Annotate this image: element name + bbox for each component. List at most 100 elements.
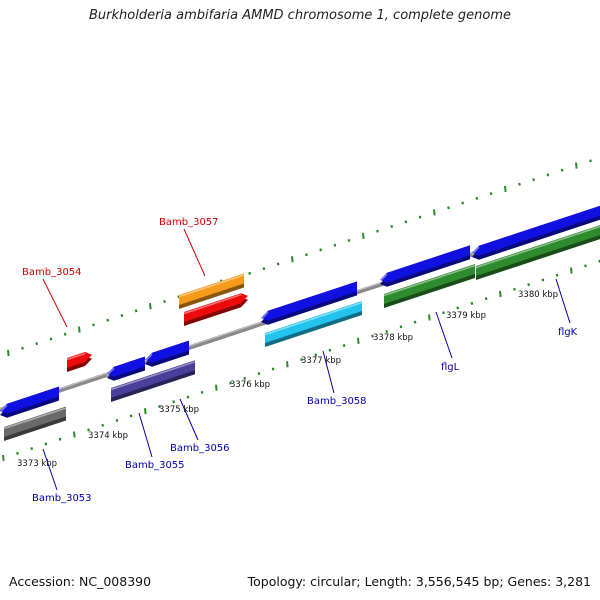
gene-feature-bamb-3055-lower[interactable]	[110, 360, 196, 402]
leader-flgk	[555, 278, 571, 324]
gene-label-bamb-3057[interactable]: Bamb_3057	[159, 217, 219, 228]
inner-tick	[314, 353, 318, 357]
leader-bamb-3053	[42, 448, 58, 491]
outer-tick	[404, 220, 408, 224]
outer-tick	[78, 326, 81, 333]
inner-tick	[342, 344, 346, 348]
outer-tick	[560, 168, 564, 172]
genome-stats-text: Topology: circular; Length: 3,556,545 bp…	[247, 574, 591, 589]
leader-bamb-3054	[42, 278, 68, 328]
inner-tick	[385, 329, 389, 333]
leader-bamb-3057	[183, 228, 206, 277]
inner-tick	[271, 367, 275, 371]
gene-face	[265, 300, 362, 343]
outer-tick	[305, 253, 308, 257]
outer-tick	[376, 229, 379, 233]
gene-face	[472, 205, 600, 256]
outer-tick	[589, 159, 592, 163]
outer-tick	[49, 337, 53, 341]
inner-tick	[257, 372, 261, 376]
gene-highlight	[106, 367, 115, 377]
gene-highlight	[110, 361, 196, 391]
gene-face	[0, 386, 59, 414]
outer-tick	[362, 232, 365, 239]
outer-tick	[504, 185, 507, 193]
outer-tick	[291, 256, 294, 263]
gene-feature-bamb-3055[interactable]	[106, 356, 145, 381]
scale-label: 3376 kbp	[230, 380, 270, 390]
inner-tick	[58, 437, 62, 441]
gene-highlight	[475, 225, 600, 269]
outer-tick	[149, 303, 152, 310]
inner-tick	[456, 306, 460, 310]
inner-tick	[484, 297, 488, 301]
gene-label-bamb-3056[interactable]: Bamb_3056	[170, 443, 230, 454]
outer-tick	[418, 215, 422, 219]
outer-tick	[518, 182, 521, 186]
gene-feature-flgk[interactable]	[471, 204, 600, 260]
accession-text: Accession: NC_008390	[9, 574, 152, 589]
gene-feature-flgl-lower[interactable]	[383, 263, 476, 308]
gene-label-bamb-3054[interactable]: Bamb_3054	[22, 267, 82, 278]
scale-label: 3378 kbp	[373, 333, 413, 343]
outer-tick	[163, 299, 166, 303]
gene-highlight	[264, 301, 363, 336]
inner-tick	[73, 431, 76, 438]
gene-feature-bamb-3058[interactable]	[260, 281, 357, 325]
gene-highlight	[3, 407, 67, 430]
inner-tick	[555, 273, 559, 277]
gene-highlight	[66, 352, 86, 361]
gene-label-flgl[interactable]: flgL	[441, 362, 460, 373]
leader-bamb-3055	[138, 412, 153, 458]
gene-feature-bamb-3057-upper[interactable]	[178, 273, 245, 309]
leader-bamb-3056	[179, 398, 199, 441]
gene-feature-flgl[interactable]	[379, 245, 470, 287]
gene-labels: Bamb_3054 Bamb_3057 Bamb_3053 Bamb_3055 …	[22, 217, 578, 504]
gene-label-bamb-3055[interactable]: Bamb_3055	[125, 460, 185, 471]
gene-highlight	[383, 264, 476, 297]
inner-tick	[2, 454, 5, 462]
outer-tick	[35, 342, 39, 346]
gene-label-bamb-3053[interactable]: Bamb_3053	[32, 493, 92, 504]
gene-feature-bamb-3058-lower[interactable]	[264, 300, 363, 347]
leader-flgl	[435, 311, 453, 359]
gene-feature-bamb-3053[interactable]	[0, 386, 59, 418]
outer-tick	[276, 262, 280, 266]
gene-features	[0, 204, 600, 441]
outer-tick	[319, 248, 323, 252]
outer-tick	[433, 209, 436, 216]
gene-face	[184, 293, 248, 322]
inner-tick	[527, 283, 531, 287]
gene-highlight	[144, 353, 153, 363]
outer-tick	[489, 192, 493, 196]
gene-label-flgk[interactable]: flgK	[558, 327, 578, 338]
inner-tick	[44, 442, 48, 446]
inner-tick	[499, 290, 502, 298]
gene-feature-bamb-3057[interactable]	[183, 293, 248, 326]
scale-labels: 3373 kbp 3374 kbp 3375 kbp 3376 kbp 3377…	[17, 290, 558, 469]
gene-face	[384, 263, 475, 304]
gene-face	[261, 281, 357, 321]
gene-label-bamb-3058[interactable]: Bamb_3058	[307, 396, 367, 407]
inner-tick	[300, 358, 303, 362]
outer-tick	[106, 318, 110, 322]
gene-feature-bamb-3053-lower[interactable]	[3, 406, 67, 441]
gene-feature-bamb-3054[interactable]	[66, 352, 92, 372]
inner-tick	[442, 311, 445, 315]
scale-label: 3379 kbp	[446, 311, 486, 321]
gene-face	[111, 360, 195, 398]
scale-label: 3380 kbp	[518, 290, 558, 300]
gene-feature-bamb-3056[interactable]	[144, 340, 189, 367]
outer-tick	[347, 239, 351, 243]
gene-feature-flgk-lower[interactable]	[475, 223, 600, 280]
gene-face	[107, 356, 145, 377]
scale-label: 3373 kbp	[17, 459, 57, 469]
inner-tick	[30, 447, 34, 451]
gene-face	[67, 352, 92, 368]
outer-tick	[461, 201, 465, 205]
gene-face	[476, 225, 600, 276]
gene-highlight	[178, 274, 245, 298]
inner-tick	[513, 287, 516, 291]
inner-tick	[243, 376, 247, 380]
scale-label: 3377 kbp	[301, 356, 341, 366]
